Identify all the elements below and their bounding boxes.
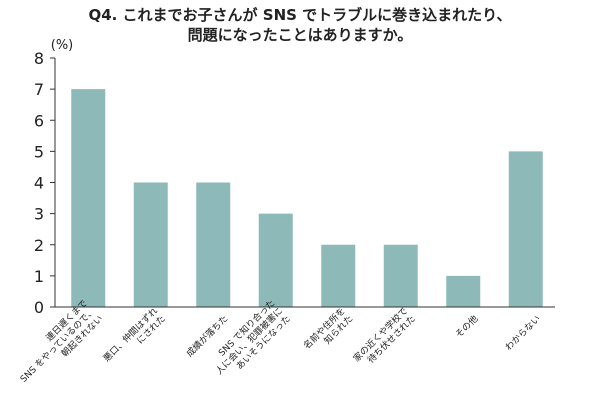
bar-7 <box>508 151 543 307</box>
y-tick-label-1: 1 <box>34 267 44 286</box>
y-tick-label-0: 0 <box>34 298 44 317</box>
category-label-7-line-0: わからない <box>503 313 543 353</box>
bar-1 <box>133 182 168 307</box>
y-axis: 0 1 2 3 4 5 6 7 8 (%) <box>34 38 73 317</box>
category-label-0-line-1: SNS をやっているので、 <box>18 306 97 385</box>
category-label-0: 連日遅くまでSNS をやっているので、朝起きれない <box>10 297 106 393</box>
bar-5 <box>383 244 418 307</box>
bar-4 <box>321 244 356 307</box>
category-label-5: 家の近くや学校で待ち伏せされた <box>351 305 418 372</box>
y-tick-label-2: 2 <box>34 236 44 255</box>
category-label-3: SNS で知り合った人に会い、犯罪被害にあいそうになった <box>205 297 293 385</box>
y-tick-label-5: 5 <box>34 142 44 161</box>
y-tick-label-8: 8 <box>34 49 44 68</box>
bar-2 <box>196 182 231 307</box>
category-label-6: その他 <box>453 313 481 341</box>
category-label-1: 悪口、仲間はずれにされた <box>101 305 168 372</box>
category-label-6-line-0: その他 <box>453 313 481 341</box>
bars <box>71 89 543 307</box>
chart-title-line-2: 問題になったことはありますか。 <box>187 26 413 44</box>
y-tick-label-4: 4 <box>34 174 44 193</box>
y-axis-unit-label: (%) <box>51 38 74 53</box>
bar-6 <box>446 275 481 307</box>
y-tick-label-7: 7 <box>34 80 44 99</box>
bar-3 <box>258 213 293 307</box>
category-label-7: わからない <box>503 313 543 353</box>
y-tick-label-3: 3 <box>34 205 44 224</box>
bar-0 <box>71 89 106 307</box>
y-tick-label-6: 6 <box>34 111 44 130</box>
chart-title-line-1: Q4. これまでお子さんが SNS でトラブルに巻き込まれたり、 <box>88 6 512 24</box>
category-label-4: 名前や住所を知られた <box>301 305 355 359</box>
